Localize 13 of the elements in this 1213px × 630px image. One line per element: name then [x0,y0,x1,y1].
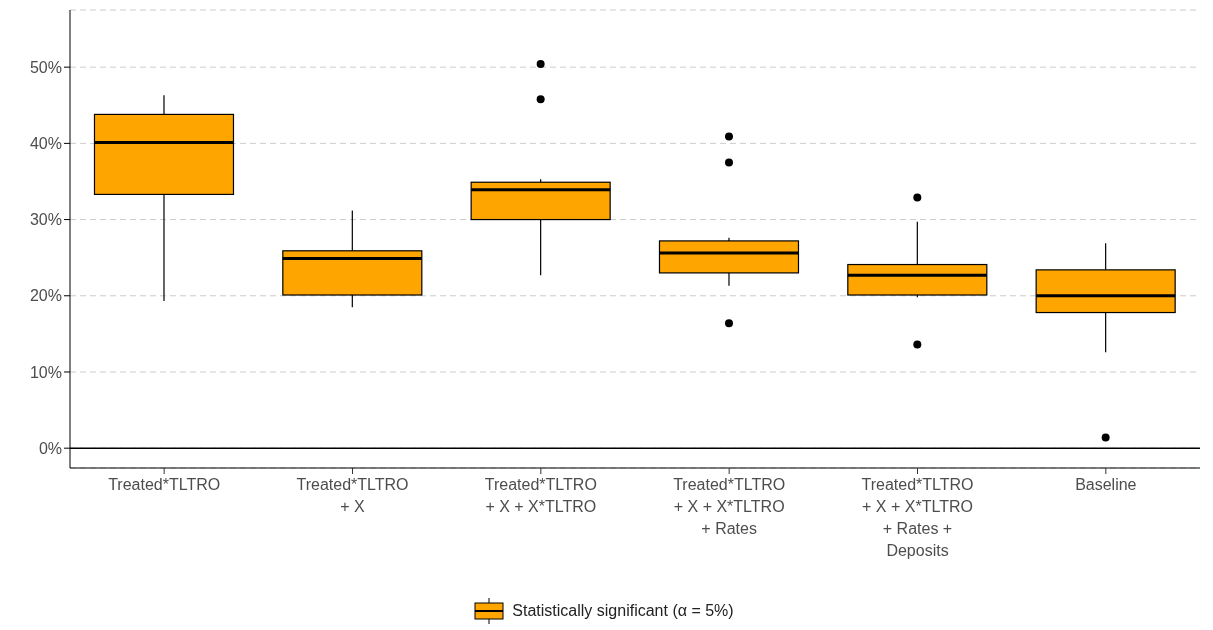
y-tick-label: 10% [29,363,62,381]
legend-label: Statistically significant (α = 5%) [512,602,734,620]
x-tick-label: Treated*TLTRO + X + X*TLTRO + Rates [673,476,786,537]
x-tick-label: Treated*TLTRO [108,476,221,493]
y-tick-label: 40% [29,135,62,153]
x-tick-label: Treated*TLTRO + X + X*TLTRO [484,476,597,515]
x-tick-label: Treated*TLTRO + X [296,476,409,515]
x-tick-label: Baseline [1075,476,1137,493]
y-tick-label: 30% [29,211,62,229]
x-tick-label: Treated*TLTRO + X + X*TLTRO + Rates + Deposits [861,476,974,559]
y-tick-label: 20% [29,287,62,305]
y-tick-label: 50% [29,58,62,76]
y-tick-label: 0% [38,439,62,457]
